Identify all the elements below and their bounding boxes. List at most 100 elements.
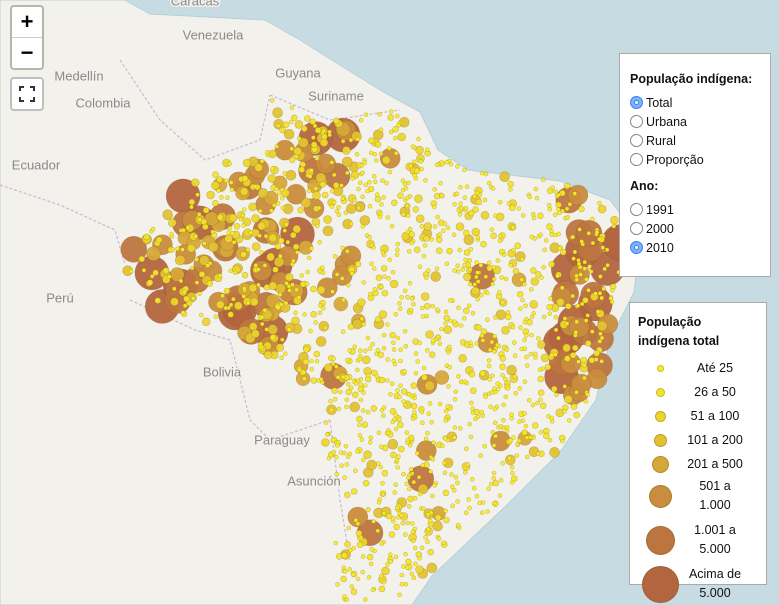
population-circle bbox=[287, 288, 292, 293]
population-circle bbox=[279, 126, 286, 134]
population-circle bbox=[489, 227, 495, 232]
population-circle bbox=[361, 280, 367, 285]
legend-swatch-box bbox=[638, 484, 682, 508]
population-circle bbox=[333, 540, 339, 546]
radio-button[interactable] bbox=[630, 222, 643, 235]
population-circle bbox=[388, 391, 393, 397]
population-circle bbox=[370, 587, 376, 593]
population-circle bbox=[274, 186, 279, 192]
population-circle bbox=[491, 443, 497, 448]
radio-button[interactable] bbox=[630, 134, 643, 147]
population-circle bbox=[497, 238, 503, 244]
population-circle bbox=[430, 271, 442, 282]
population-circle bbox=[374, 192, 380, 197]
population-circle bbox=[598, 274, 603, 279]
population-circle bbox=[196, 212, 202, 217]
population-circle bbox=[334, 454, 339, 460]
population-circle bbox=[449, 484, 455, 490]
population-circle bbox=[211, 181, 220, 190]
population-circle bbox=[463, 510, 469, 516]
population-circle bbox=[335, 582, 340, 587]
radio-option[interactable]: Urbana bbox=[630, 112, 760, 131]
population-circle bbox=[550, 385, 558, 393]
population-circle bbox=[529, 300, 539, 309]
population-circle bbox=[275, 343, 285, 352]
population-circle bbox=[389, 279, 399, 289]
population-circle bbox=[182, 289, 187, 295]
radio-option[interactable]: 2000 bbox=[630, 219, 760, 238]
zoom-out-button[interactable]: − bbox=[12, 37, 42, 68]
population-circle bbox=[314, 358, 320, 364]
population-circle bbox=[482, 443, 487, 449]
population-circle bbox=[309, 118, 317, 126]
population-circle bbox=[402, 402, 408, 408]
layer-control: População indígena: Total Urbana Rural Prop… bbox=[619, 53, 771, 277]
population-circle bbox=[256, 282, 261, 288]
population-circle bbox=[487, 377, 493, 382]
population-circle bbox=[337, 389, 343, 395]
population-circle bbox=[570, 293, 576, 299]
population-circle bbox=[489, 390, 495, 395]
radio-option[interactable]: Total bbox=[630, 93, 760, 112]
population-circle bbox=[193, 234, 199, 239]
population-circle bbox=[357, 356, 363, 362]
population-circle bbox=[529, 314, 535, 320]
population-circle bbox=[483, 171, 489, 177]
population-circle bbox=[417, 483, 429, 495]
population-circle bbox=[546, 303, 553, 311]
population-circle bbox=[419, 420, 425, 426]
population-circle bbox=[563, 182, 571, 190]
fullscreen-button[interactable] bbox=[10, 77, 44, 111]
population-circle bbox=[373, 158, 379, 163]
radio-option[interactable]: 2010 bbox=[630, 238, 760, 257]
radio-button[interactable] bbox=[630, 96, 643, 109]
map-label: Colombia bbox=[76, 96, 132, 111]
radio-button[interactable] bbox=[630, 115, 643, 128]
population-circle bbox=[228, 213, 238, 223]
population-circle bbox=[425, 330, 434, 339]
population-circle bbox=[259, 250, 264, 255]
population-circle bbox=[154, 297, 162, 304]
radio-option[interactable]: 1991 bbox=[630, 200, 760, 219]
population-circle bbox=[328, 407, 334, 413]
population-circle bbox=[393, 311, 399, 317]
population-circle bbox=[423, 275, 429, 280]
population-circle bbox=[345, 388, 353, 396]
radio-option[interactable]: Rural bbox=[630, 131, 760, 150]
radio-button[interactable] bbox=[630, 241, 643, 254]
population-circle bbox=[406, 475, 411, 481]
population-circle bbox=[264, 150, 270, 155]
population-circle bbox=[501, 417, 506, 423]
population-circle bbox=[564, 206, 570, 212]
population-circle bbox=[361, 421, 369, 429]
population-circle bbox=[359, 215, 371, 226]
population-circle bbox=[423, 222, 433, 231]
population-circle bbox=[395, 465, 401, 470]
radio-option[interactable]: Proporção bbox=[630, 150, 760, 169]
population-circle bbox=[181, 227, 186, 233]
radio-button[interactable] bbox=[630, 203, 643, 216]
population-circle bbox=[410, 144, 416, 149]
population-circle bbox=[299, 369, 307, 376]
population-circle bbox=[508, 187, 513, 192]
population-circle bbox=[451, 488, 457, 493]
population-circle bbox=[289, 105, 295, 110]
population-circle bbox=[426, 562, 438, 574]
population-circle bbox=[411, 538, 416, 544]
population-circle bbox=[442, 470, 448, 476]
population-circle bbox=[169, 231, 174, 237]
population-circle bbox=[510, 470, 515, 476]
population-circle bbox=[412, 173, 417, 178]
zoom-in-button[interactable]: + bbox=[20, 9, 34, 34]
population-circle bbox=[223, 305, 229, 311]
population-circle bbox=[180, 247, 185, 252]
population-circle bbox=[397, 306, 403, 312]
population-circle bbox=[335, 443, 340, 448]
population-circle bbox=[523, 333, 529, 338]
radio-button[interactable] bbox=[630, 153, 643, 166]
population-circle bbox=[455, 263, 461, 269]
population-circle bbox=[372, 179, 378, 184]
population-circle bbox=[446, 344, 452, 350]
population-circle bbox=[277, 237, 285, 245]
population-circle bbox=[359, 162, 365, 168]
